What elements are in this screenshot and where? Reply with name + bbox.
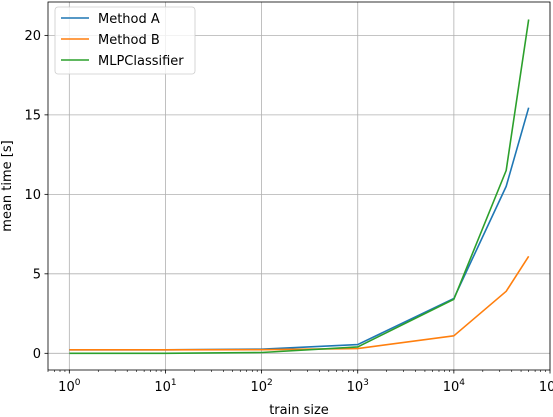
- plot-frame: [47, 1, 551, 371]
- x-tick-label: 104: [443, 378, 466, 395]
- x-tick-label: 103: [347, 378, 369, 395]
- y-axis-label: mean time [s]: [0, 140, 15, 231]
- series-line-mlpclassifier: [69, 19, 530, 355]
- axes-frame: [47, 1, 551, 371]
- y-tick-label: 0: [33, 347, 41, 362]
- y-tick-label: 5: [33, 267, 41, 282]
- x-axis-label: train size: [269, 403, 329, 417]
- series-lines: [69, 19, 530, 355]
- legend: Method A Method B MLPClassifier: [54, 6, 196, 75]
- x-tick-label: 105: [539, 378, 553, 395]
- legend-label-mlpclassifier: MLPClassifier: [98, 54, 184, 69]
- series-line-method-b: [69, 255, 530, 351]
- legend-label-method-b: Method B: [98, 33, 160, 48]
- series-line-method-a: [69, 107, 530, 351]
- x-tick-label: 102: [250, 378, 272, 395]
- y-tick-label: 10: [24, 188, 41, 203]
- legend-label-method-a: Method A: [98, 12, 160, 27]
- legend-box: [54, 6, 196, 75]
- axis-ticks: 100 101 102 103 104 105 0 5 10 15 20: [24, 29, 553, 395]
- y-tick-label: 20: [24, 29, 41, 44]
- x-tick-label: 100: [58, 378, 81, 395]
- y-tick-label: 15: [24, 108, 41, 123]
- x-tick-label: 101: [154, 378, 176, 395]
